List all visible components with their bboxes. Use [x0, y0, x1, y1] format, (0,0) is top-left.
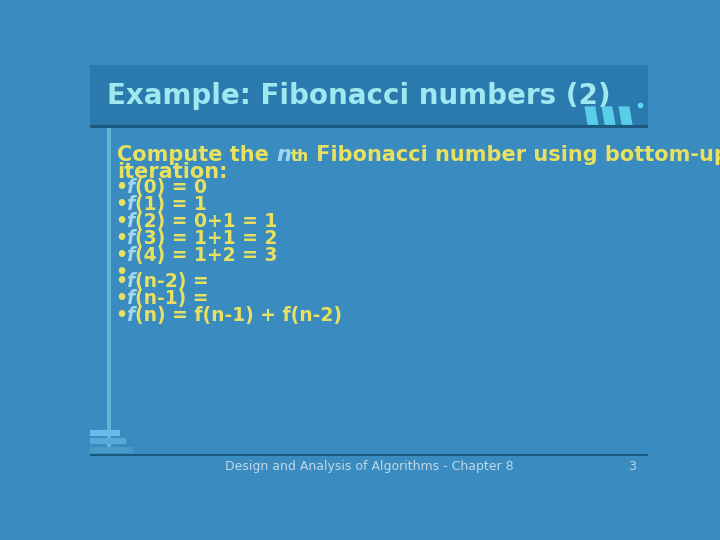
Polygon shape — [618, 106, 632, 125]
Text: Example: Fibonacci numbers (2): Example: Fibonacci numbers (2) — [107, 83, 611, 110]
Text: f: f — [127, 212, 135, 231]
Bar — [90, 65, 648, 125]
Bar — [107, 128, 111, 453]
Polygon shape — [585, 106, 598, 125]
Text: (n-1) =: (n-1) = — [135, 289, 208, 308]
Text: Compute the: Compute the — [117, 145, 276, 165]
Text: (1) = 1: (1) = 1 — [135, 195, 207, 214]
Text: (n-2) =: (n-2) = — [135, 272, 208, 291]
Text: •: • — [116, 195, 127, 214]
Text: f: f — [127, 229, 135, 248]
Text: iteration:: iteration: — [117, 162, 228, 182]
Bar — [90, 455, 648, 456]
Text: (4) = 1+2 = 3: (4) = 1+2 = 3 — [135, 246, 277, 265]
Text: f: f — [127, 178, 135, 197]
Text: f: f — [127, 246, 135, 265]
Text: (0) = 0: (0) = 0 — [135, 178, 207, 197]
Text: •: • — [116, 178, 127, 197]
Text: •: • — [116, 272, 127, 291]
Text: •: • — [116, 246, 127, 265]
Bar — [90, 430, 120, 436]
Text: Fibonacci number using bottom-up: Fibonacci number using bottom-up — [310, 145, 720, 165]
Text: Design and Analysis of Algorithms - Chapter 8: Design and Analysis of Algorithms - Chap… — [225, 460, 513, 473]
Text: th: th — [291, 148, 310, 164]
Bar — [90, 438, 127, 444]
Text: •: • — [116, 289, 127, 308]
Text: th: th — [291, 148, 310, 164]
Text: •: • — [116, 229, 127, 248]
Bar — [90, 447, 132, 453]
Text: f: f — [127, 195, 135, 214]
Polygon shape — [601, 106, 616, 125]
Text: •: • — [116, 306, 127, 325]
Text: 3: 3 — [629, 460, 636, 473]
Bar — [90, 125, 648, 128]
Text: (3) = 1+1 = 2: (3) = 1+1 = 2 — [135, 229, 277, 248]
Text: f: f — [127, 272, 135, 291]
Text: •: • — [116, 212, 127, 231]
Text: (n) = f(n-1) + f(n-2): (n) = f(n-1) + f(n-2) — [135, 306, 341, 325]
Text: (2) = 0+1 = 1: (2) = 0+1 = 1 — [135, 212, 276, 231]
Text: f: f — [127, 289, 135, 308]
Text: n: n — [276, 145, 291, 165]
Text: f: f — [127, 306, 135, 325]
Text: •: • — [116, 262, 127, 282]
